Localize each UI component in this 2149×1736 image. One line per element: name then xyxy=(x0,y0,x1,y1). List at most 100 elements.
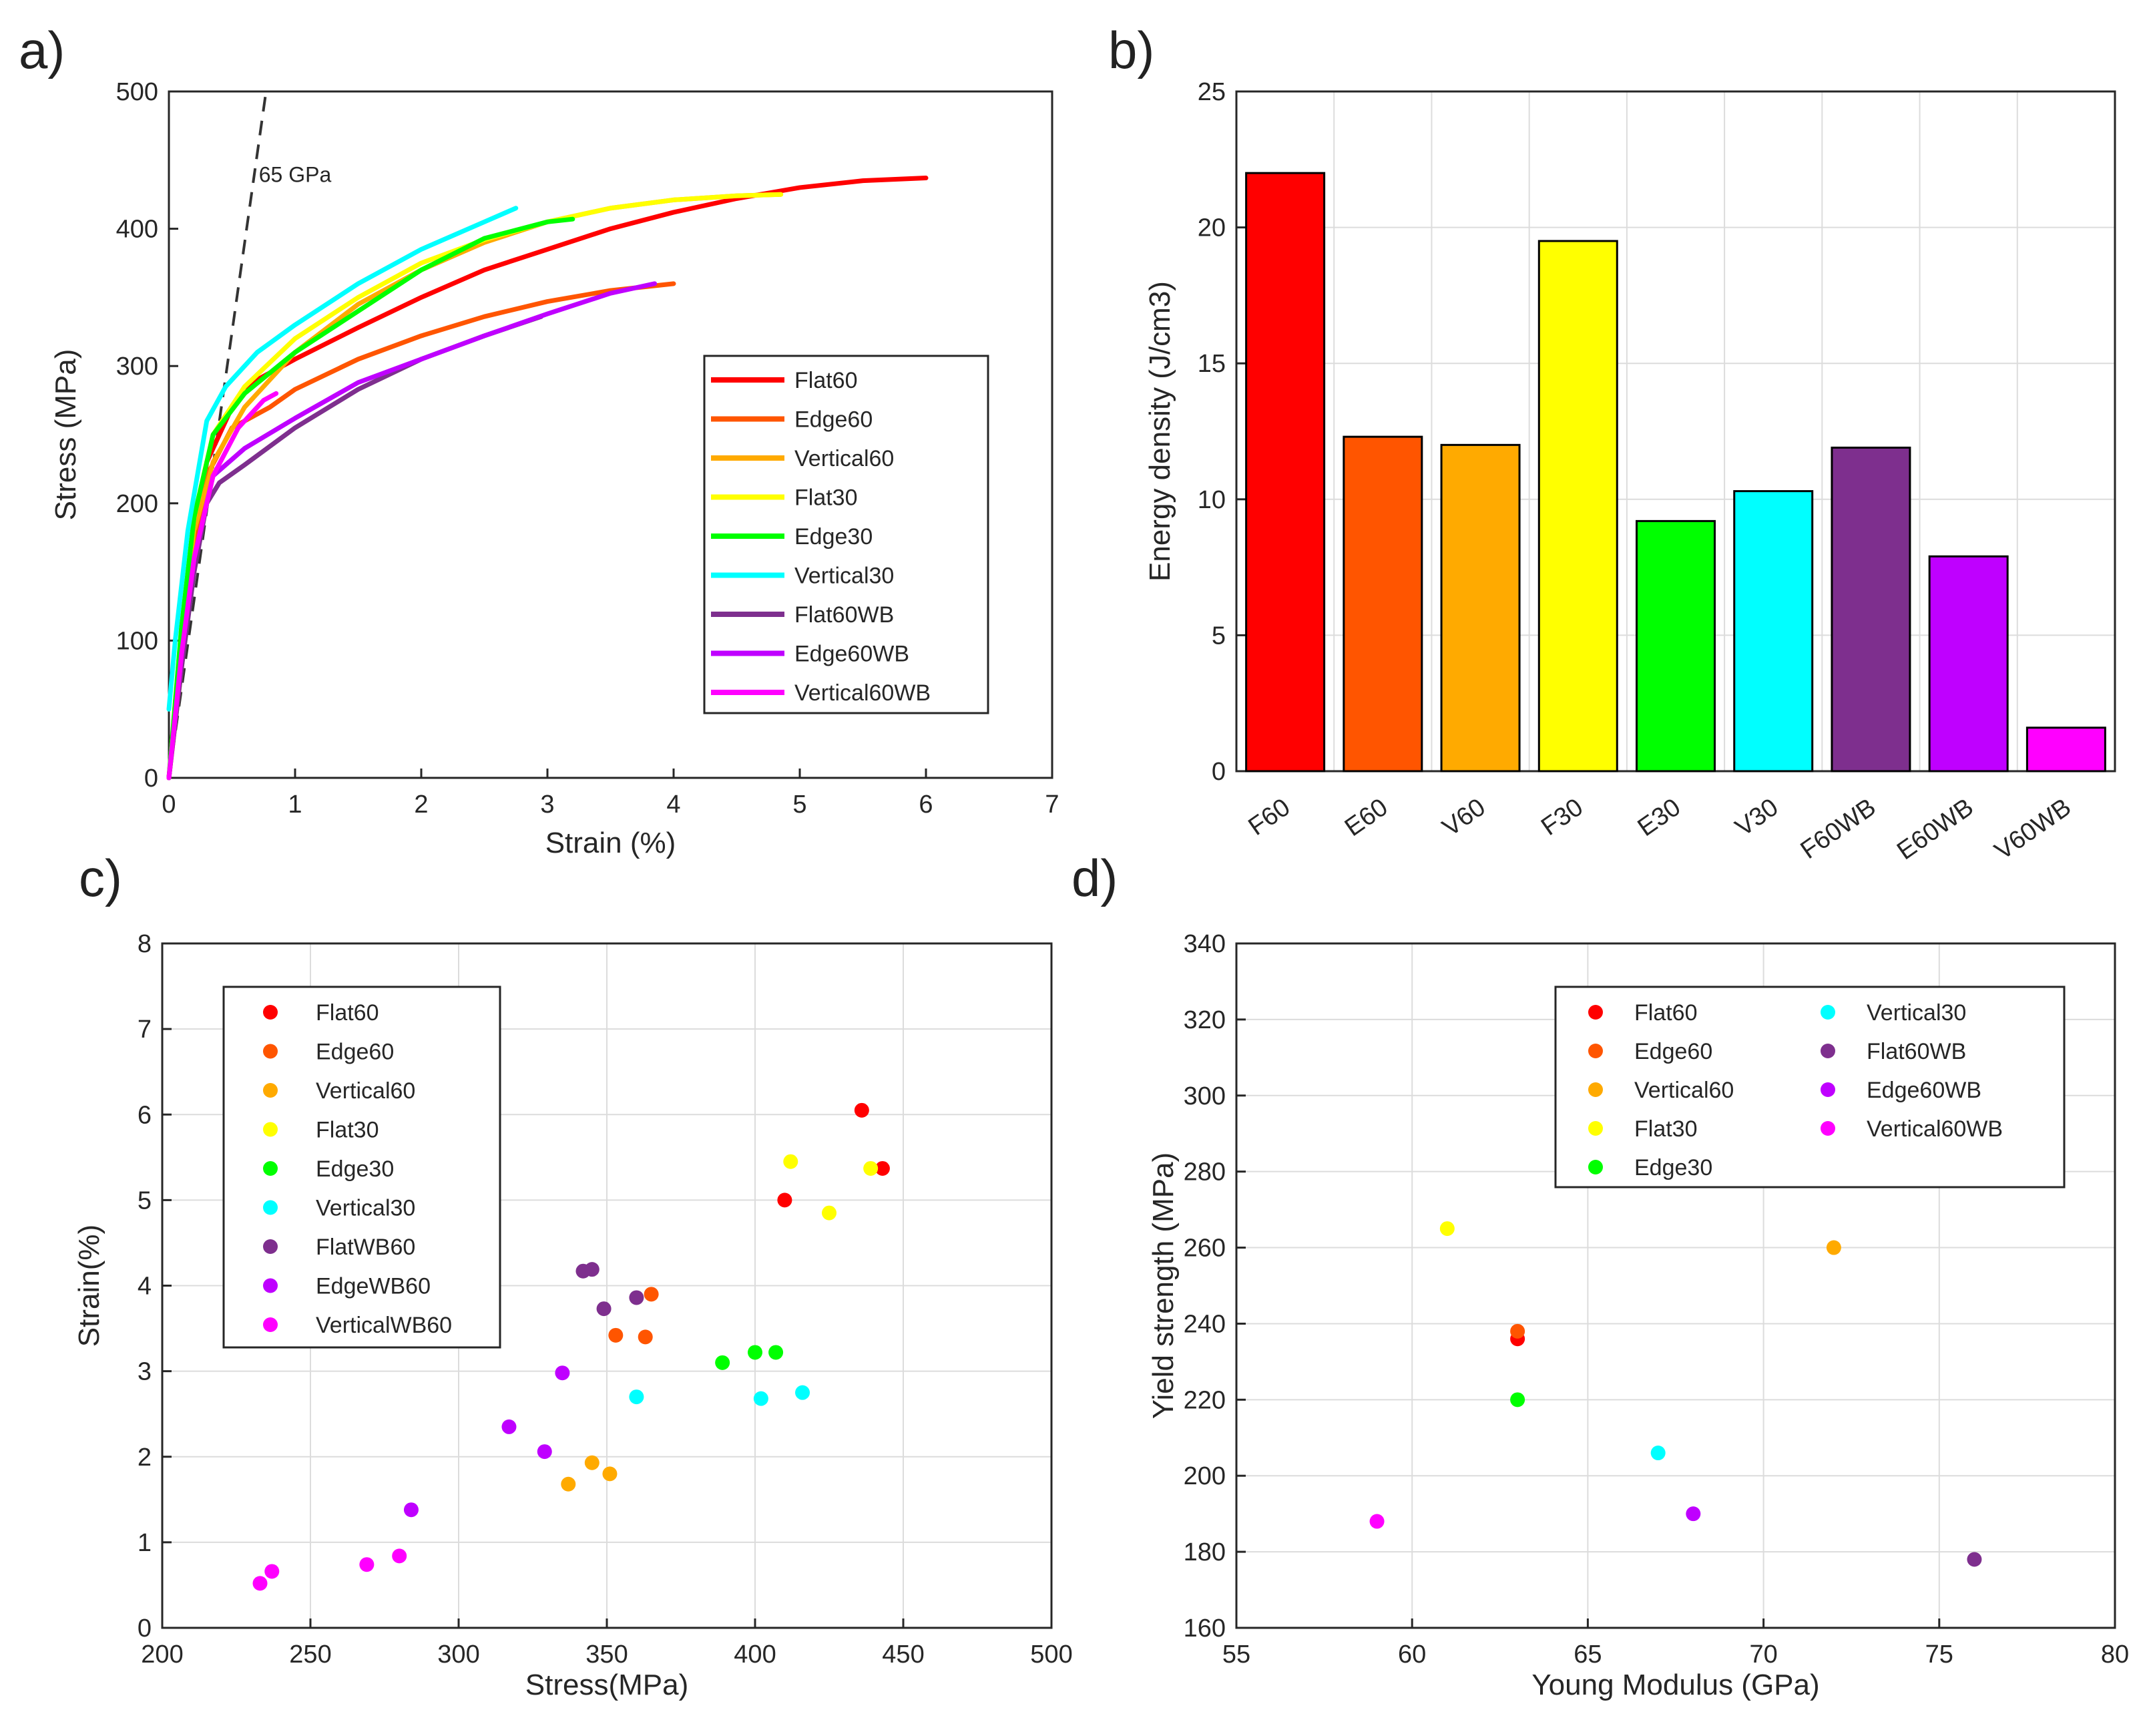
bar-F30 xyxy=(1537,240,1618,773)
x-tick-label-a: 5 xyxy=(792,791,806,819)
point-VerticalWB60 xyxy=(252,1576,268,1591)
y-tick-label-a: 0 xyxy=(144,765,158,793)
x-axis-label-d: Young Modulus (GPa) xyxy=(1531,1669,1819,1701)
legend-label-Edge60WB: Edge60WB xyxy=(1867,1078,1981,1103)
point-EdgeWB60 xyxy=(555,1365,570,1381)
legend-marker-Flat60 xyxy=(1588,1005,1603,1020)
y-tick-label-a: 100 xyxy=(116,627,158,655)
panel-label-a: a) xyxy=(19,21,65,79)
y-tick-label-c: 5 xyxy=(138,1186,152,1215)
series-line-Vertical60 xyxy=(166,192,784,781)
y-tick-label-c: 6 xyxy=(138,1101,152,1129)
legend-label-Edge60: Edge60 xyxy=(316,1040,394,1065)
bar-F60 xyxy=(1245,172,1326,773)
x-tick-label-a: 3 xyxy=(540,791,554,819)
x-tick-label-c: 300 xyxy=(437,1641,479,1669)
y-tick-label-c: 4 xyxy=(138,1273,152,1301)
annotation-65gpa: 65 GPa xyxy=(259,162,332,186)
legend-label-Edge60WB: Edge60WB xyxy=(794,642,909,667)
point-Vertical60 xyxy=(561,1476,576,1492)
point-Vertical30 xyxy=(1650,1446,1666,1461)
y-tick-label-d: 240 xyxy=(1184,1310,1226,1338)
y-tick-label-c: 7 xyxy=(138,1016,152,1044)
bar-E60WB xyxy=(1928,555,2009,773)
y-tick-label-b: 0 xyxy=(1212,758,1226,786)
x-tick-label-a: 1 xyxy=(288,791,302,819)
point-Vertical60 xyxy=(584,1455,600,1470)
point-Vertical30 xyxy=(795,1385,810,1400)
x-tick-label-b: V30 xyxy=(1730,793,1783,842)
x-tick-label-b: V60 xyxy=(1437,793,1490,842)
legend-label-Flat60: Flat60 xyxy=(794,368,858,393)
legend-label-Vertical60: Vertical60 xyxy=(316,1078,415,1104)
legend-marker-Edge30 xyxy=(1588,1160,1603,1174)
plot-frame-a xyxy=(168,90,1053,779)
legend-marker-Vertical30 xyxy=(1821,1005,1835,1020)
y-tick-label-c: 1 xyxy=(138,1529,152,1557)
point-EdgeWB60 xyxy=(537,1444,552,1460)
series-line-Edge60WB xyxy=(166,281,658,781)
point-Vertical30 xyxy=(629,1389,644,1405)
legend-label-Flat60WB: Flat60WB xyxy=(794,602,894,628)
bar-V60WB xyxy=(2025,726,2106,773)
y-tick-label-c: 0 xyxy=(138,1614,152,1643)
legend-marker-Flat30 xyxy=(1588,1121,1603,1136)
point-VerticalWB60 xyxy=(392,1548,407,1564)
y-tick-label-c: 8 xyxy=(138,930,152,958)
point-Edge60 xyxy=(638,1329,653,1345)
point-Vertical60 xyxy=(602,1466,618,1482)
point-Edge60WB xyxy=(1686,1506,1701,1522)
legend-marker-Edge30 xyxy=(263,1161,278,1176)
x-tick-label-a: 0 xyxy=(162,791,176,819)
y-tick-label-d: 220 xyxy=(1184,1386,1226,1414)
point-EdgeWB60 xyxy=(501,1419,517,1434)
x-axis-label-c: Stress(MPa) xyxy=(525,1669,688,1701)
x-tick-label-a: 2 xyxy=(414,791,428,819)
y-tick-label-d: 280 xyxy=(1184,1158,1226,1186)
point-FlatWB60 xyxy=(584,1262,600,1277)
x-tick-label-d: 60 xyxy=(1398,1641,1426,1669)
y-tick-label-b: 15 xyxy=(1198,350,1226,378)
legend-label-Edge30: Edge30 xyxy=(1634,1155,1712,1180)
point-Flat30 xyxy=(863,1160,879,1176)
x-tick-label-c: 450 xyxy=(882,1641,924,1669)
x-tick-label-b: E30 xyxy=(1633,793,1686,842)
legend-label-Edge30: Edge30 xyxy=(794,524,873,550)
x-tick-label-d: 70 xyxy=(1749,1641,1777,1669)
point-Edge30 xyxy=(1510,1392,1525,1407)
legend-label-Vertical60: Vertical60 xyxy=(1634,1078,1734,1103)
point-Edge30 xyxy=(768,1345,784,1360)
panel-label-b: b) xyxy=(1108,21,1155,79)
y-tick-label-b: 20 xyxy=(1198,214,1226,242)
y-axis-label-a: Stress (MPa) xyxy=(49,349,82,521)
x-tick-label-b: V60WB xyxy=(1989,793,2076,865)
legend-label-Edge60: Edge60 xyxy=(1634,1039,1712,1064)
x-tick-label-c: 400 xyxy=(734,1641,776,1669)
x-tick-label-b: F60 xyxy=(1244,793,1296,841)
x-tick-label-c: 200 xyxy=(141,1641,183,1669)
y-tick-label-d: 200 xyxy=(1184,1462,1226,1490)
x-tick-label-b: F60WB xyxy=(1796,793,1881,865)
y-tick-label-b: 10 xyxy=(1198,486,1226,514)
legend-label-FlatWB60: FlatWB60 xyxy=(316,1235,415,1260)
y-axis-label-b: Energy density (J/cm3) xyxy=(1144,281,1176,582)
bar-V60 xyxy=(1440,443,1521,773)
legend-label-Flat60: Flat60 xyxy=(1634,1000,1698,1026)
y-tick-label-c: 2 xyxy=(138,1444,152,1472)
legend-marker-Vertical60 xyxy=(1588,1082,1603,1097)
y-tick-label-d: 260 xyxy=(1184,1235,1226,1263)
bar-E30 xyxy=(1636,519,1716,773)
legend-label-Flat60: Flat60 xyxy=(316,1000,379,1026)
x-tick-label-b: F30 xyxy=(1536,793,1588,841)
y-tick-label-a: 200 xyxy=(116,490,158,518)
legend-label-Vertical30: Vertical30 xyxy=(1867,1000,1966,1026)
panel-label-d: d) xyxy=(1071,849,1118,907)
y-tick-label-b: 25 xyxy=(1198,78,1226,106)
x-tick-label-a: 6 xyxy=(919,791,933,819)
y-tick-label-d: 160 xyxy=(1184,1614,1226,1643)
series-line-Edge30 xyxy=(166,216,575,781)
legend-label-EdgeWB60: EdgeWB60 xyxy=(316,1274,431,1299)
x-tick-label-d: 75 xyxy=(1925,1641,1953,1669)
legend-label-Flat30: Flat30 xyxy=(316,1118,379,1143)
